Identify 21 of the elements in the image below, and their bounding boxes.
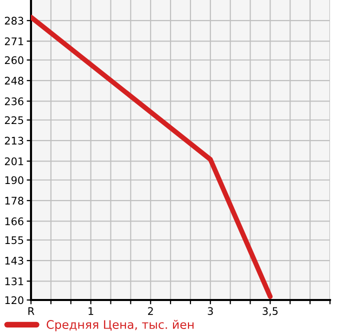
- y-tick-label: 248: [4, 76, 24, 85]
- y-tick-label: 213: [4, 136, 24, 145]
- y-tick-label: 178: [5, 196, 24, 205]
- legend-label: Средняя Цена, тыс. йен: [46, 320, 194, 332]
- y-tick-label: 166: [5, 217, 24, 226]
- y-tick-label: 155: [5, 236, 24, 244]
- y-tick-label: 225: [4, 116, 24, 124]
- x-tick-label: R: [28, 307, 34, 315]
- y-tick-label: 271: [4, 37, 24, 46]
- x-tick-label: 3: [208, 307, 213, 316]
- x-tick-label: 3,5: [262, 307, 278, 316]
- y-tick-label: 190: [5, 176, 24, 184]
- y-tick-label: 143: [5, 256, 24, 265]
- y-tick-label: 120: [5, 296, 24, 304]
- x-tick-label: 1: [88, 307, 94, 315]
- y-tick-label: 201: [4, 157, 24, 166]
- y-tick-label: 283: [4, 16, 24, 25]
- y-tick-label: 236: [4, 97, 24, 106]
- x-tick-label: 2: [148, 307, 153, 315]
- y-tick-label: 260: [4, 56, 24, 64]
- y-tick-label: 131: [5, 277, 24, 286]
